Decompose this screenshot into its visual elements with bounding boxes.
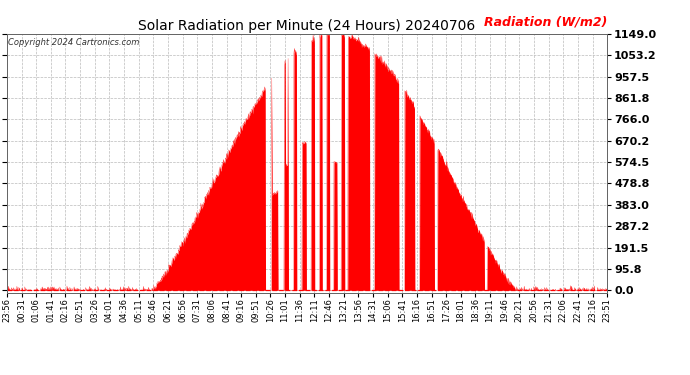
Text: Copyright 2024 Cartronics.com: Copyright 2024 Cartronics.com [8,38,139,46]
Text: Radiation (W/m2): Radiation (W/m2) [484,16,607,28]
Title: Solar Radiation per Minute (24 Hours) 20240706: Solar Radiation per Minute (24 Hours) 20… [139,19,475,33]
